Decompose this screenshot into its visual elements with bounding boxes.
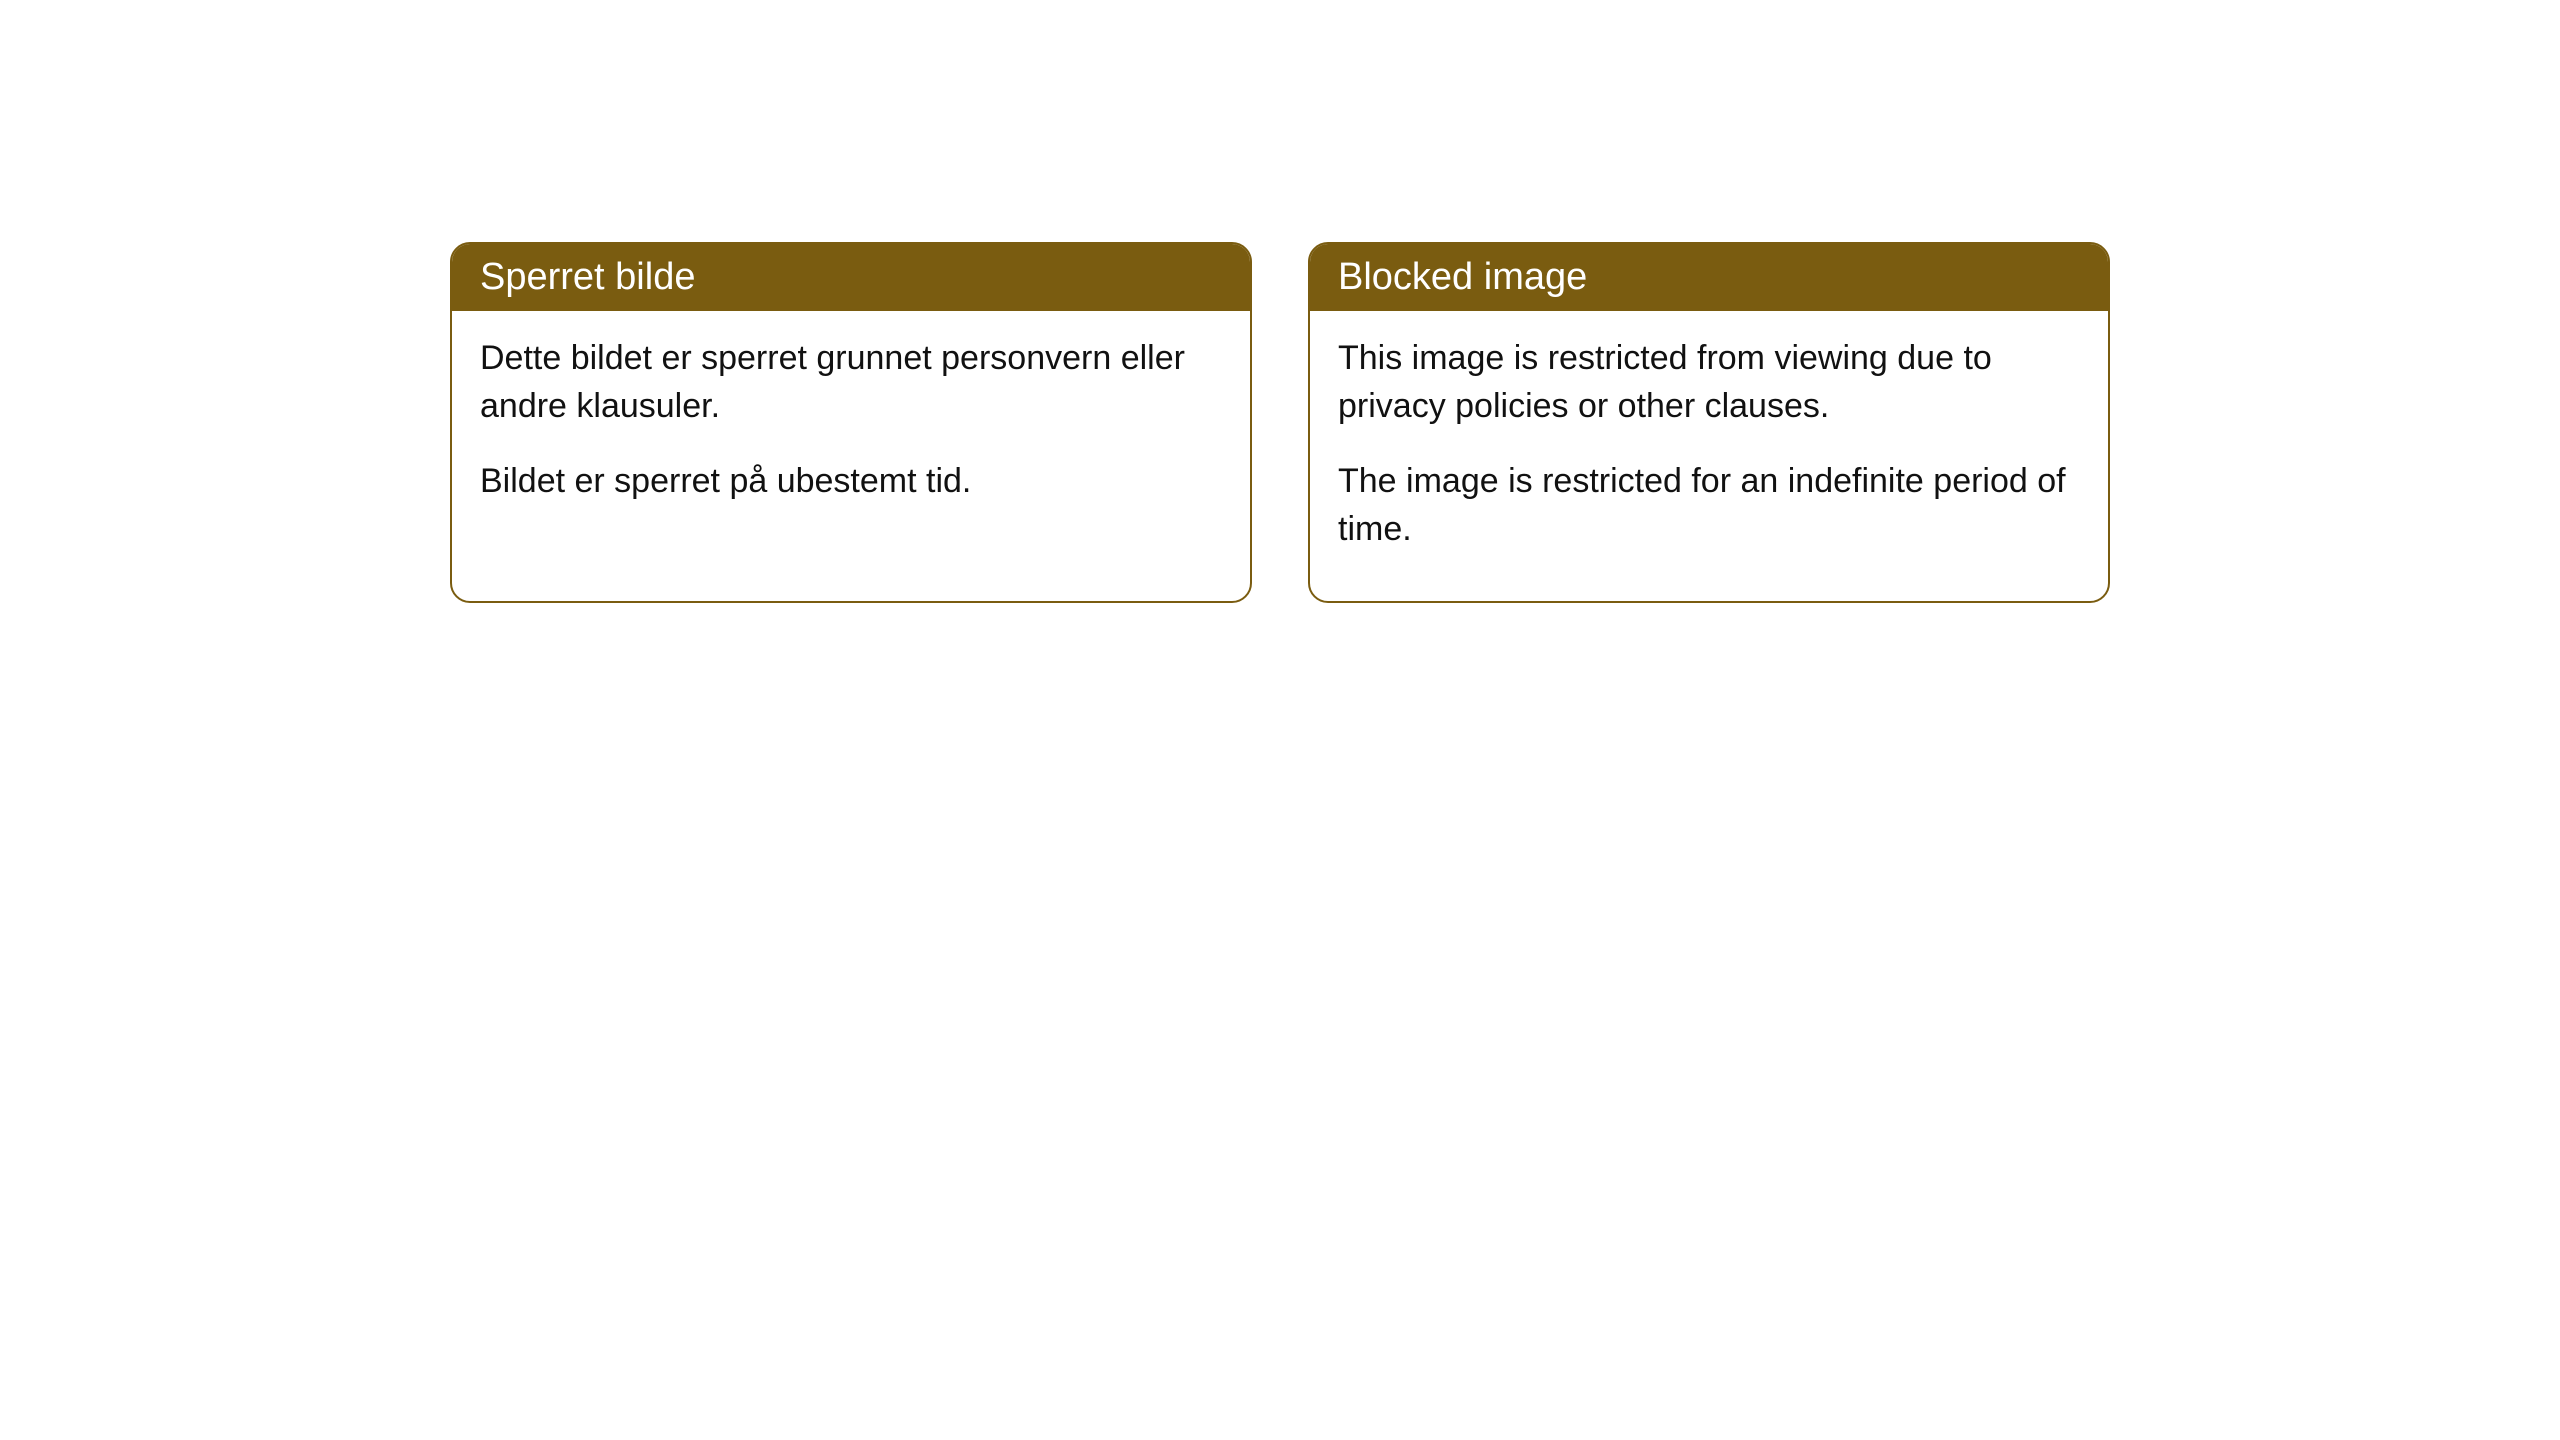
card-english: Blocked image This image is restricted f… (1308, 242, 2110, 603)
card-header-english: Blocked image (1310, 244, 2108, 311)
card-paragraph-norwegian-1: Dette bildet er sperret grunnet personve… (480, 335, 1222, 430)
card-title-norwegian: Sperret bilde (480, 256, 695, 298)
card-paragraph-english-2: The image is restricted for an indefinit… (1338, 458, 2080, 553)
card-body-english: This image is restricted from viewing du… (1310, 311, 2108, 601)
card-paragraph-norwegian-2: Bildet er sperret på ubestemt tid. (480, 458, 1222, 506)
card-body-norwegian: Dette bildet er sperret grunnet personve… (452, 311, 1250, 601)
card-header-norwegian: Sperret bilde (452, 244, 1250, 311)
card-norwegian: Sperret bilde Dette bildet er sperret gr… (450, 242, 1252, 603)
cards-container: Sperret bilde Dette bildet er sperret gr… (450, 242, 2110, 603)
card-paragraph-english-1: This image is restricted from viewing du… (1338, 335, 2080, 430)
card-title-english: Blocked image (1338, 256, 1587, 298)
